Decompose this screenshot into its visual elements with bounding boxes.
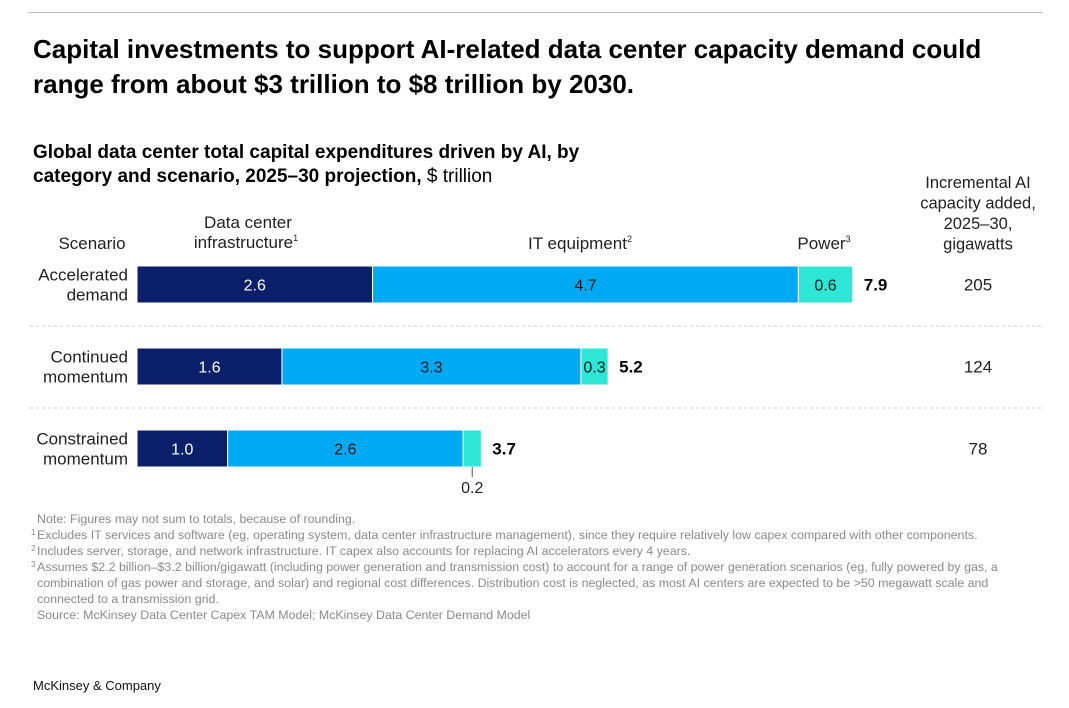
bar-value-label: 1.0 [171, 442, 193, 459]
bar-total-label: 3.7 [492, 440, 516, 459]
chart-notes: Note: Figures may not sum to totals, bec… [31, 511, 1036, 623]
chart-title: Global data center total capital expendi… [33, 142, 580, 187]
footnote-marker: 2 [31, 544, 36, 553]
footnote-text: Assumes $2.2 billion–$3.2 billion/gigawa… [37, 560, 998, 606]
headline: Capital investments to support AI-relate… [33, 34, 982, 99]
capacity-value: 78 [969, 440, 988, 459]
side-header-line: 2025–30, [944, 215, 1013, 233]
bar-segment [580, 347, 609, 386]
category-label: demand [67, 286, 128, 305]
bar-value-label: 2.6 [334, 442, 356, 459]
bar-value-label: 1.6 [198, 360, 220, 377]
category-label: momentum [43, 368, 128, 387]
source-text: Source: McKinsey Data Center Capex TAM M… [37, 608, 531, 622]
footnote-marker: 3 [31, 560, 36, 569]
bar-value-label: 0.3 [583, 360, 605, 377]
chart-subtitle: Global data center total capital expendi… [33, 141, 653, 189]
footnote-2: 2 Includes server, storage, and network i… [31, 543, 1036, 559]
bar-total-label: 7.9 [864, 276, 888, 295]
bar-total-label: 5.2 [619, 358, 643, 377]
footnote-text: Includes server, storage, and network in… [37, 544, 691, 558]
bar-segment [136, 429, 229, 468]
category-label: Accelerated [38, 266, 128, 285]
bar-segment [797, 265, 854, 304]
footnotes: 1 Excludes IT services and software (eg, … [31, 527, 1036, 607]
footnote-text: Excludes IT services and software (eg, o… [37, 528, 978, 542]
bar-segment [136, 347, 283, 386]
bar-value-label: 0.2 [461, 480, 483, 497]
capacity-value: 124 [964, 358, 992, 377]
bar-value-label: 4.7 [574, 278, 596, 295]
note-text: Note: Figures may not sum to totals, bec… [37, 512, 356, 526]
bar-value-label: 3.3 [420, 360, 442, 377]
brand-logo: McKinsey & Company [33, 678, 161, 693]
scenario-header: Scenario [58, 234, 125, 253]
side-header-line: capacity added, [920, 195, 1036, 213]
bar-value-label: 2.6 [244, 278, 266, 295]
side-header-line: Incremental AI [925, 174, 1030, 192]
footnote-3: 3 Assumes $2.2 billion–$3.2 billion/gigaw… [31, 559, 1036, 607]
capacity-value: 205 [964, 276, 992, 295]
bar-segment [227, 429, 464, 468]
category-label: Continued [50, 348, 128, 367]
bar-value-label: 0.6 [814, 278, 836, 295]
bar-segment [372, 265, 799, 304]
column-header-infrastructure: Data center infrastructure1 [194, 213, 298, 252]
bar-segment [136, 265, 374, 304]
category-label: momentum [43, 450, 128, 469]
column-header-power: Power3 [797, 234, 850, 253]
column-header-it-equipment: IT equipment2 [528, 234, 632, 253]
top-rule [28, 12, 1043, 13]
category-label: Constrained [36, 430, 128, 449]
stacked-bar-chart: Scenario Data center infrastructure1 IT equ… [30, 174, 1043, 497]
footnote-1: 1 Excludes IT services and software (eg, … [31, 527, 1036, 543]
footnote-marker: 1 [31, 528, 36, 537]
chart-unit: $ trillion [426, 166, 493, 187]
side-header-line: gigawatts [943, 236, 1013, 254]
bar-segment [462, 429, 482, 468]
